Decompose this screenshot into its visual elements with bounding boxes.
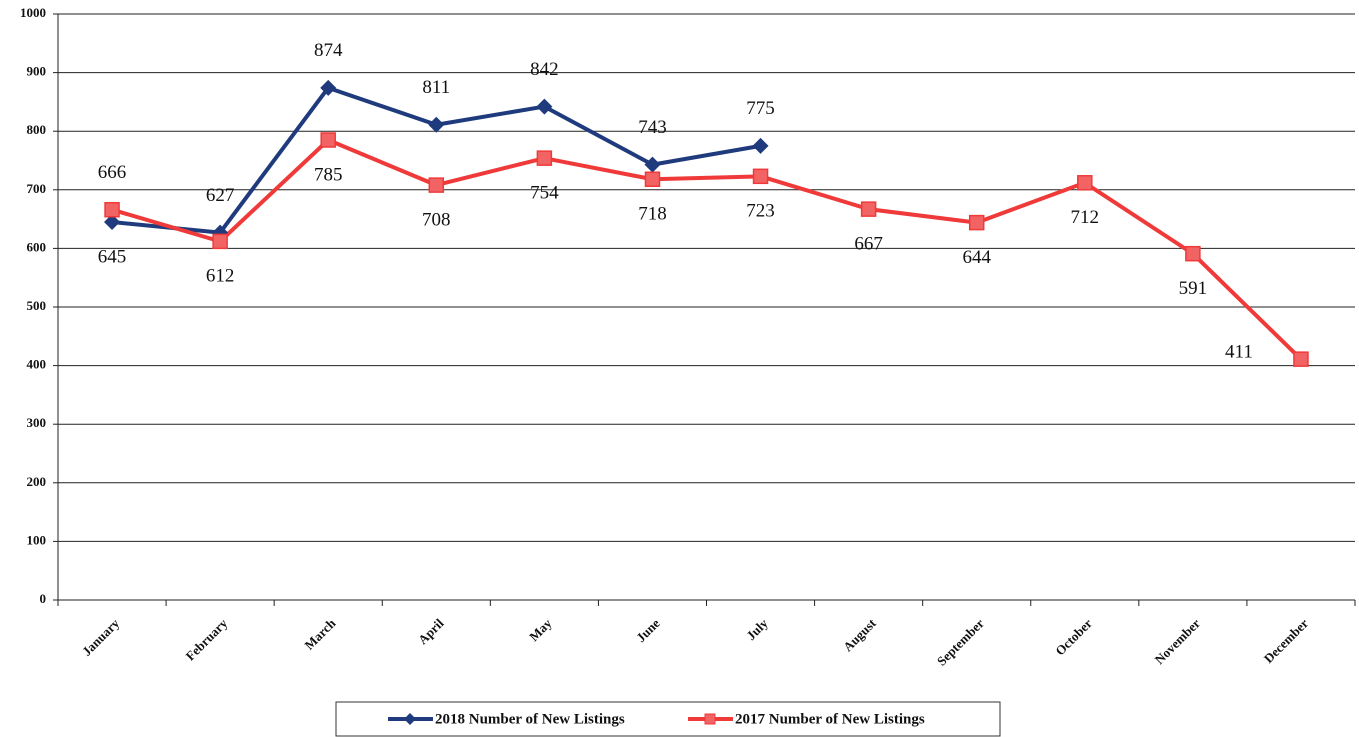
marker bbox=[1293, 351, 1309, 367]
x-tick-label: October bbox=[1052, 615, 1095, 658]
marker bbox=[752, 137, 769, 154]
data-label: 723 bbox=[746, 201, 775, 222]
x-tick-label: February bbox=[182, 615, 230, 663]
data-label: 591 bbox=[1179, 278, 1208, 299]
y-tick-label: 600 bbox=[27, 239, 47, 254]
x-tick-label: January bbox=[79, 615, 123, 659]
data-label: 645 bbox=[98, 246, 127, 267]
x-tick-label: August bbox=[840, 615, 879, 654]
legend-box bbox=[335, 701, 1001, 737]
series-line bbox=[111, 137, 1303, 361]
marker bbox=[1077, 175, 1093, 191]
data-label: 718 bbox=[638, 204, 667, 225]
data-label: 842 bbox=[530, 59, 559, 80]
x-tick-label: May bbox=[526, 615, 555, 644]
marker bbox=[320, 79, 337, 96]
data-label: 775 bbox=[746, 98, 775, 119]
x-tick-label: December bbox=[1261, 615, 1312, 666]
marker bbox=[1185, 245, 1201, 262]
x-tick-label: November bbox=[1152, 615, 1204, 667]
data-label: 667 bbox=[854, 233, 883, 254]
x-tick-label: September bbox=[934, 615, 987, 668]
x-tick-label: July bbox=[743, 615, 771, 643]
marker bbox=[968, 214, 985, 231]
legend-marker bbox=[704, 713, 716, 725]
x-tick-label: April bbox=[415, 615, 447, 647]
y-tick-label: 400 bbox=[27, 357, 47, 372]
data-label: 754 bbox=[530, 183, 559, 204]
marker bbox=[428, 116, 445, 133]
data-label: 712 bbox=[1071, 207, 1100, 228]
data-label: 874 bbox=[314, 40, 343, 61]
marker bbox=[428, 177, 445, 193]
data-label: 666 bbox=[98, 162, 127, 183]
y-tick-label: 700 bbox=[27, 181, 47, 196]
marker bbox=[320, 132, 336, 148]
data-label: 708 bbox=[422, 209, 451, 230]
data-label: 644 bbox=[962, 247, 991, 268]
marker bbox=[644, 171, 661, 188]
y-tick-label: 900 bbox=[27, 64, 47, 79]
data-label: 627 bbox=[206, 185, 235, 206]
legend-label: 2018 Number of New Listings bbox=[435, 711, 625, 727]
marker bbox=[104, 214, 121, 231]
legend-marker bbox=[404, 713, 416, 725]
y-tick-label: 800 bbox=[27, 122, 47, 137]
y-tick-label: 300 bbox=[27, 415, 47, 430]
marker bbox=[104, 201, 120, 218]
data-label: 785 bbox=[314, 164, 343, 185]
marker bbox=[536, 98, 553, 115]
data-label: 743 bbox=[638, 117, 667, 138]
y-tick-label: 1000 bbox=[20, 5, 46, 20]
marker bbox=[644, 156, 661, 173]
marker bbox=[860, 201, 877, 217]
y-tick-label: 100 bbox=[27, 532, 47, 547]
data-label: 411 bbox=[1225, 342, 1253, 363]
data-label: 811 bbox=[422, 77, 450, 98]
y-tick-label: 0 bbox=[40, 591, 47, 606]
x-tick-label: June bbox=[633, 615, 663, 645]
marker bbox=[212, 233, 228, 250]
y-tick-label: 200 bbox=[27, 474, 47, 489]
legend-label: 2017 Number of New Listings bbox=[735, 711, 925, 727]
y-tick-label: 500 bbox=[27, 298, 47, 313]
marker bbox=[536, 150, 553, 166]
x-tick-label: March bbox=[301, 615, 339, 653]
marker bbox=[752, 168, 769, 185]
data-label: 612 bbox=[206, 266, 235, 287]
